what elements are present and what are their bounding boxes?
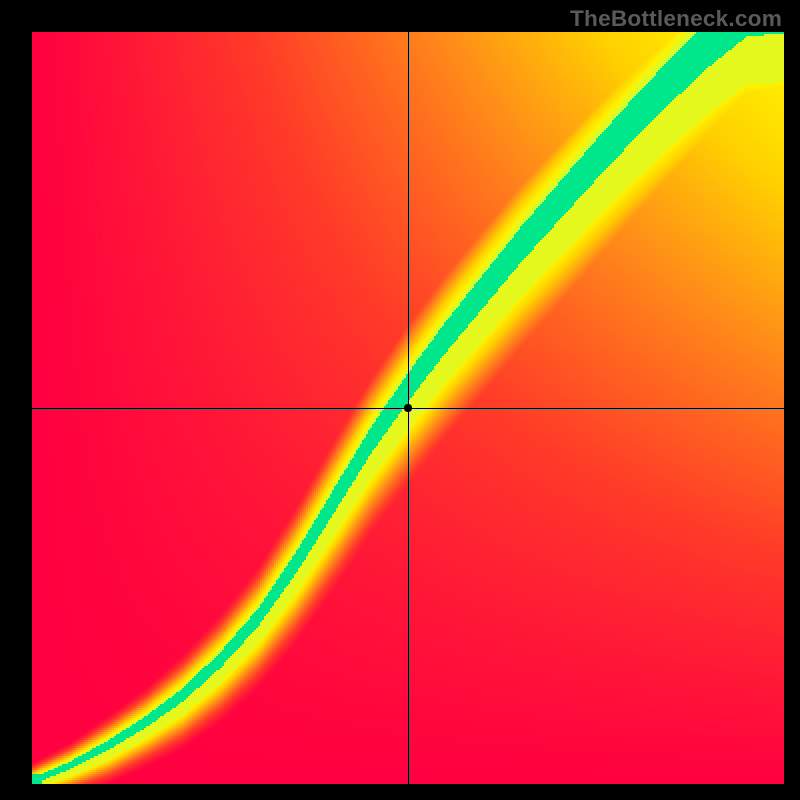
watermark-text: TheBottleneck.com xyxy=(570,6,782,32)
overlay-canvas xyxy=(0,0,800,800)
chart-container: TheBottleneck.com xyxy=(0,0,800,800)
